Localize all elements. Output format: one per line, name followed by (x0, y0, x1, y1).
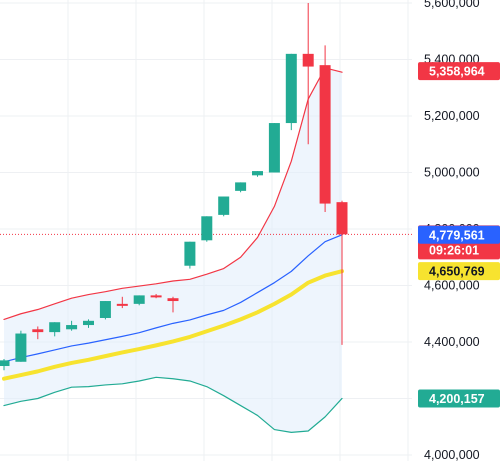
candle-body (167, 298, 179, 302)
candle-body (32, 329, 44, 333)
y-tick-label: 4,400,000 (424, 335, 480, 349)
y-tick-label: 5,600,000 (424, 0, 480, 10)
candles-layer (0, 3, 348, 371)
candle-body (302, 53, 314, 67)
price-tag-label: 5,358,964 (429, 65, 485, 79)
candle-body (15, 333, 27, 362)
price-tags-layer: 5,358,9644,780,97509:26:014,779,5614,650… (418, 62, 500, 408)
candle-body (235, 182, 247, 191)
candle-body (116, 303, 128, 306)
indicator-lines-layer (0, 67, 412, 433)
y-tick-label: 4,600,000 (424, 279, 480, 293)
bollinger-band-layer (4, 67, 342, 433)
price-tag-label: 4,779,561 (429, 228, 485, 242)
y-tick-label: 5,200,000 (424, 109, 480, 123)
candle-body (218, 196, 230, 215)
bollinger-upper-line (3, 67, 343, 320)
candle-body (285, 53, 297, 124)
candle-body (0, 360, 10, 367)
candle-body (99, 301, 111, 318)
candle-body (150, 295, 162, 298)
price-tag-label: 4,650,769 (429, 265, 485, 279)
bollinger-band-fill (4, 67, 342, 433)
moving-average-line (2, 269, 344, 381)
y-tick-label: 5,000,000 (424, 166, 480, 180)
price-tag-countdown: 09:26:01 (429, 243, 479, 257)
candle-body (49, 322, 61, 333)
price-tag-box (418, 389, 500, 408)
price-tag-box (418, 225, 500, 244)
candle-body (268, 123, 280, 173)
candle-body (319, 65, 331, 204)
candle-body (133, 295, 145, 304)
price-tag-box (418, 262, 500, 281)
candle-body (252, 171, 263, 176)
candle-body (83, 320, 94, 326)
bollinger-basis-line (3, 234, 343, 363)
candle-body (184, 241, 196, 266)
candle-body (201, 216, 213, 241)
price-tag-box (418, 62, 500, 81)
candle-body (336, 202, 348, 235)
candle-body (66, 325, 78, 330)
price-tag-label: 4,200,157 (429, 392, 485, 406)
y-tick-label: 4,000,000 (424, 448, 480, 461)
bollinger-lower-line (3, 376, 343, 433)
